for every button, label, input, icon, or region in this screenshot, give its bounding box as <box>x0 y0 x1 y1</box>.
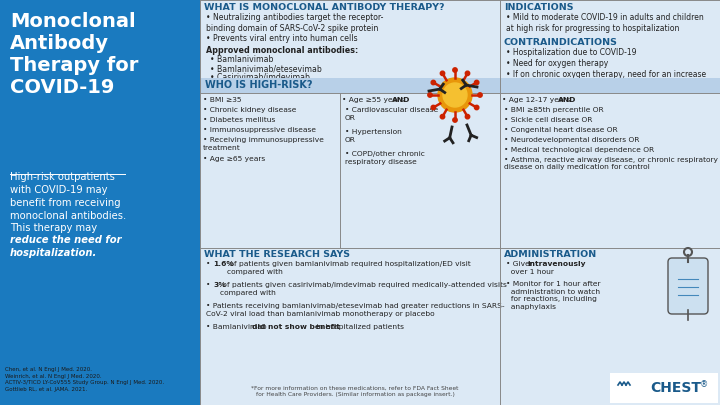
Text: INDICATIONS: INDICATIONS <box>504 3 574 12</box>
Circle shape <box>465 115 469 119</box>
Circle shape <box>443 83 467 107</box>
Text: 1.6%: 1.6% <box>213 261 234 267</box>
Circle shape <box>431 105 436 110</box>
FancyBboxPatch shape <box>610 373 718 403</box>
Text: • Age 12-17 years: • Age 12-17 years <box>502 97 572 103</box>
Text: • Immunosuppressive disease: • Immunosuppressive disease <box>203 127 316 133</box>
Text: • Receiving immunosuppressive
treatment: • Receiving immunosuppressive treatment <box>203 137 324 151</box>
Circle shape <box>453 68 457 72</box>
Text: in hospitalized patients: in hospitalized patients <box>315 324 405 330</box>
Text: • Medical technological dependence OR: • Medical technological dependence OR <box>504 147 654 153</box>
Text: • Hypertension
OR: • Hypertension OR <box>345 129 402 143</box>
Text: •: • <box>206 261 212 267</box>
Text: • BMI ≥85th percentile OR: • BMI ≥85th percentile OR <box>504 107 604 113</box>
Text: • Asthma, reactive airway disease, or chronic respiratory
disease on daily medic: • Asthma, reactive airway disease, or ch… <box>504 157 718 171</box>
Text: • Neurodevelopmental disorders OR: • Neurodevelopmental disorders OR <box>504 137 639 143</box>
Text: • COPD/other chronic
respiratory disease: • COPD/other chronic respiratory disease <box>345 151 425 165</box>
Text: of patients given bamlanivimab required hospitalization/ED visit
compared with: of patients given bamlanivimab required … <box>227 261 471 275</box>
Text: •: • <box>206 282 212 288</box>
Text: • Monitor for 1 hour after
  administration to watch
  for reactions, including
: • Monitor for 1 hour after administratio… <box>506 281 600 310</box>
Text: did not show benefit: did not show benefit <box>253 324 341 330</box>
Text: *For more information on these medications, refer to FDA Fact Sheet
for Health C: *For more information on these medicatio… <box>251 386 459 397</box>
Text: of patients given casirivimab/imdevimab required medically-attended visits
compa: of patients given casirivimab/imdevimab … <box>220 282 507 296</box>
Text: • Mild to moderate COVID-19 in adults and children
at high risk for progressing : • Mild to moderate COVID-19 in adults an… <box>506 13 703 34</box>
Text: • Bamlanivimab/etesevimab: • Bamlanivimab/etesevimab <box>210 64 322 73</box>
Circle shape <box>441 115 445 119</box>
Text: Approved monoclonal antibodies:: Approved monoclonal antibodies: <box>206 46 359 55</box>
Text: Chen, et al. N Engl J Med. 2020.
Weinrich, et al. N Engl J Med. 2020.
ACTIV-3/TI: Chen, et al. N Engl J Med. 2020. Weinric… <box>5 367 164 392</box>
Text: with COVID-19 may
benefit from receiving
monoclonal antibodies.
This therapy may: with COVID-19 may benefit from receiving… <box>10 185 126 233</box>
Text: • Age ≥65 years: • Age ≥65 years <box>203 156 265 162</box>
Text: • Congenital heart disease OR: • Congenital heart disease OR <box>504 127 618 133</box>
Text: • Casirivimab/imdevimab: • Casirivimab/imdevimab <box>210 73 310 82</box>
Text: • Hospitalization due to COVID-19: • Hospitalization due to COVID-19 <box>506 48 636 57</box>
Circle shape <box>438 78 472 112</box>
Text: • Bamlanivimab: • Bamlanivimab <box>206 324 269 330</box>
Circle shape <box>428 93 432 97</box>
Text: 3%: 3% <box>213 282 226 288</box>
Text: • Need for oxygen therapy: • Need for oxygen therapy <box>506 59 608 68</box>
Text: • Diabetes mellitus: • Diabetes mellitus <box>203 117 275 123</box>
Circle shape <box>465 71 469 76</box>
Text: • Bamlanivimab: • Bamlanivimab <box>210 55 274 64</box>
FancyBboxPatch shape <box>200 78 720 93</box>
Circle shape <box>478 93 482 97</box>
Text: CONTRAINDICATIONS: CONTRAINDICATIONS <box>504 38 618 47</box>
Circle shape <box>431 80 436 85</box>
Text: • Neutralizing antibodies target the receptor-
binding domain of SARS-CoV-2 spik: • Neutralizing antibodies target the rec… <box>206 13 383 33</box>
Text: AND: AND <box>392 97 411 103</box>
Circle shape <box>453 118 457 122</box>
Text: WHO IS HIGH-RISK?: WHO IS HIGH-RISK? <box>205 81 312 90</box>
Text: AND: AND <box>558 97 576 103</box>
Text: • Given: • Given <box>506 261 537 267</box>
Text: WHAT THE RESEARCH SAYS: WHAT THE RESEARCH SAYS <box>204 250 350 259</box>
Text: ®: ® <box>700 381 708 390</box>
FancyBboxPatch shape <box>0 0 200 405</box>
Text: • Chronic kidney disease: • Chronic kidney disease <box>203 107 297 113</box>
Text: intravenously: intravenously <box>527 261 585 267</box>
Circle shape <box>474 105 479 110</box>
FancyBboxPatch shape <box>668 258 708 314</box>
Text: • If on chronic oxygen therapy, need for an increase
over baseline oxygen flow: • If on chronic oxygen therapy, need for… <box>506 70 706 90</box>
Text: • Cardiovascular disease
OR: • Cardiovascular disease OR <box>345 107 438 121</box>
Text: reduce the need for
hospitalization.: reduce the need for hospitalization. <box>10 235 122 258</box>
Text: over 1 hour: over 1 hour <box>506 269 554 275</box>
Text: • Prevents viral entry into human cells: • Prevents viral entry into human cells <box>206 34 358 43</box>
Text: • Sickle cell disease OR: • Sickle cell disease OR <box>504 117 593 123</box>
Circle shape <box>441 71 445 76</box>
Text: • Patients receiving bamlanivimab/etesevimab had greater reductions in SARS-
CoV: • Patients receiving bamlanivimab/etesev… <box>206 303 505 317</box>
Circle shape <box>474 80 479 85</box>
Text: • BMI ≥35: • BMI ≥35 <box>203 97 241 103</box>
Text: ADMINISTRATION: ADMINISTRATION <box>504 250 598 259</box>
Text: WHAT IS MONOCLONAL ANTIBODY THERAPY?: WHAT IS MONOCLONAL ANTIBODY THERAPY? <box>204 3 444 12</box>
Text: Monoclonal
Antibody
Therapy for
COVID-19: Monoclonal Antibody Therapy for COVID-19 <box>10 12 138 97</box>
Text: • Age ≥55 years: • Age ≥55 years <box>342 97 407 103</box>
Text: CHEST: CHEST <box>650 381 701 395</box>
Text: High-risk outpatients: High-risk outpatients <box>10 172 115 182</box>
